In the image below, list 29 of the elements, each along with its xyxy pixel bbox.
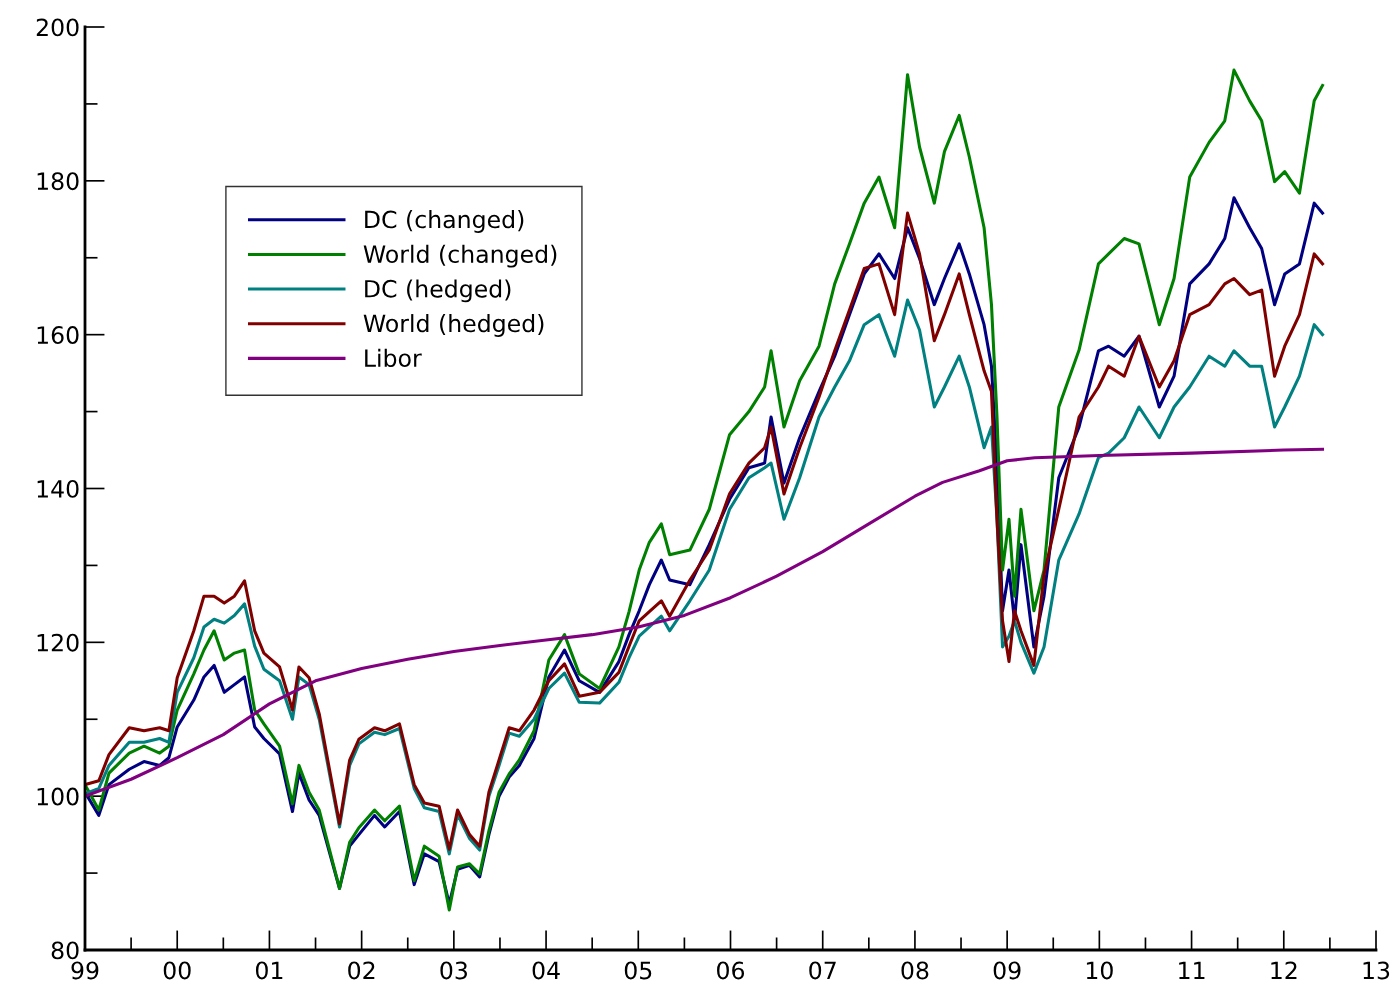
line-series [85, 447, 1325, 798]
y-tick-label: 200 [36, 18, 79, 37]
x-tick-label: 09 [993, 961, 1021, 980]
x-tick-label: 00 [163, 961, 191, 980]
y-tick-label: 140 [37, 479, 79, 498]
x-tick-label: 08 [901, 961, 929, 980]
line-series [85, 68, 1325, 912]
x-tick-label: 02 [348, 961, 375, 980]
x-tick-label: 07 [809, 961, 836, 980]
x-tick-label: 05 [624, 961, 652, 980]
x-tick-label: 01 [255, 961, 283, 980]
x-tick-label: 04 [532, 961, 560, 980]
x-tick-label: 11 [1179, 961, 1205, 980]
legend-label: DC (hedged) [365, 279, 511, 303]
y-tick-label: 160 [37, 326, 79, 344]
y-tick-label: 180 [37, 172, 79, 191]
legend-label: World (hedged) [363, 314, 544, 337]
y-tick-label: 80 [51, 941, 79, 960]
x-tick-label: 10 [1086, 961, 1113, 980]
legend-label: World (changed) [363, 244, 557, 268]
y-tick-label: 100 [37, 787, 79, 806]
legend-label: DC (changed) [365, 210, 524, 233]
x-tick-label: 06 [717, 961, 745, 980]
legend-label: Libor [365, 348, 422, 367]
x-tick-label: 99 [71, 961, 99, 980]
y-tick-label: 120 [37, 633, 79, 652]
x-tick-label: 13 [1363, 961, 1390, 980]
x-tick-label: 03 [440, 961, 467, 980]
x-tick-label: 12 [1271, 961, 1297, 980]
